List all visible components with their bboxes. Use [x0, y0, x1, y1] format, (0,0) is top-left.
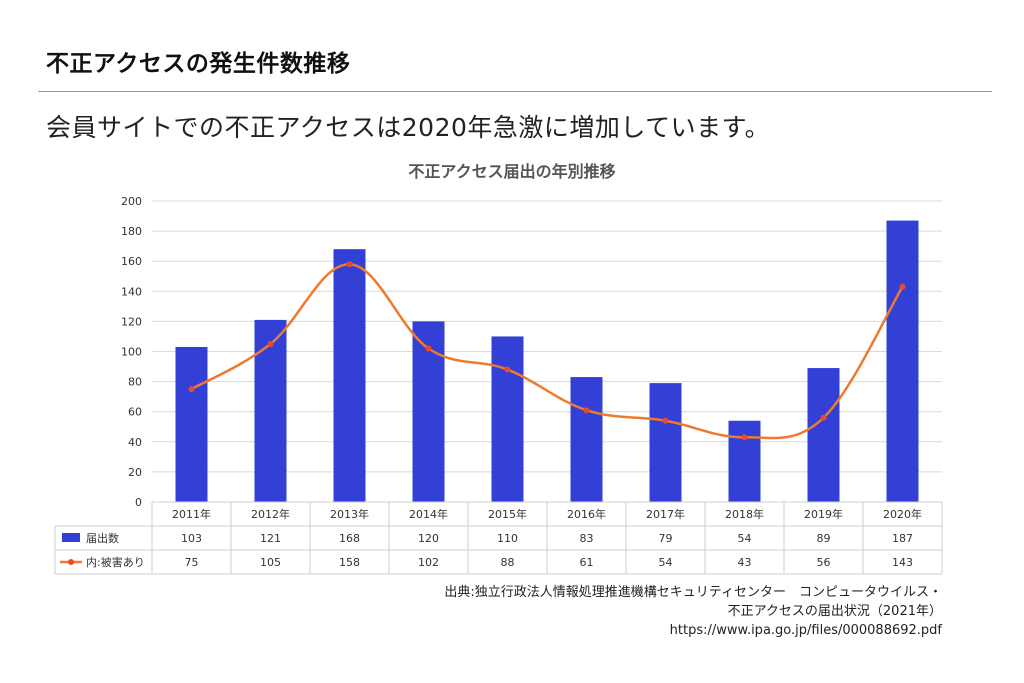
bar [333, 249, 366, 502]
line-point [820, 414, 827, 421]
bar [807, 368, 840, 502]
bar [649, 383, 682, 502]
y-tick-label: 80 [128, 376, 142, 389]
data-label: 88 [501, 556, 515, 569]
data-label: 158 [339, 556, 360, 569]
x-tick-label: 2019年 [804, 507, 843, 521]
data-label: 54 [738, 532, 752, 545]
y-tick-label: 140 [121, 285, 142, 298]
line-point [346, 261, 353, 268]
page-subtitle: 会員サイトでの不正アクセスは2020年急激に増加しています。 [46, 113, 771, 142]
legend-label-line: 内:被害あり [86, 555, 145, 569]
bar [728, 420, 761, 502]
data-label: 143 [892, 556, 913, 569]
data-label: 75 [185, 556, 199, 569]
x-tick-label: 2016年 [567, 507, 606, 521]
data-label: 61 [580, 556, 594, 569]
source-line-1: 出典:独立行政法人情報処理推進機構セキュリティセンター コンピュータウイルス・ [444, 585, 942, 600]
bar [491, 336, 524, 502]
line-point [188, 386, 195, 393]
y-tick-label: 20 [128, 466, 142, 479]
y-tick-label: 40 [128, 436, 142, 449]
legend-key-marker [68, 559, 74, 565]
data-label: 102 [418, 556, 439, 569]
data-label: 121 [260, 532, 281, 545]
x-tick-label: 2012年 [251, 507, 290, 521]
y-tick-label: 160 [121, 255, 142, 268]
bar [412, 321, 445, 502]
data-label: 54 [659, 556, 673, 569]
line-point [583, 407, 590, 414]
title-divider [38, 91, 992, 92]
data-label: 56 [817, 556, 831, 569]
x-tick-label: 2017年 [646, 507, 685, 521]
y-tick-label: 200 [121, 195, 142, 208]
data-label: 187 [892, 532, 913, 545]
x-tick-label: 2015年 [488, 507, 527, 521]
legend-key-bar [62, 533, 80, 542]
bar [570, 377, 603, 502]
source-line-2: 不正アクセスの届出状況（2021年） [727, 604, 942, 619]
data-label: 105 [260, 556, 281, 569]
line-series [190, 262, 904, 440]
data-label: 43 [738, 556, 752, 569]
data-label: 168 [339, 532, 360, 545]
bar [254, 319, 287, 502]
line-point [741, 434, 748, 441]
line-point [662, 417, 669, 424]
data-label: 83 [580, 532, 594, 545]
bar [886, 220, 919, 502]
data-label: 110 [497, 532, 518, 545]
legend-label-bar: 届出数 [86, 531, 119, 545]
line-point [425, 345, 432, 352]
y-tick-label: 60 [128, 406, 142, 419]
x-tick-label: 2020年 [883, 507, 922, 521]
chart-title: 不正アクセス届出の年別推移 [408, 162, 616, 181]
line-point [267, 340, 274, 347]
data-label: 79 [659, 532, 673, 545]
x-tick-label: 2014年 [409, 507, 448, 521]
data-label: 120 [418, 532, 439, 545]
data-label: 89 [817, 532, 831, 545]
x-tick-label: 2018年 [725, 507, 764, 521]
y-tick-label: 120 [121, 315, 142, 328]
page-title: 不正アクセスの発生件数推移 [46, 51, 351, 77]
data-label: 103 [181, 532, 202, 545]
x-tick-label: 2013年 [330, 507, 369, 521]
source-citation: 出典:独立行政法人情報処理推進機構セキュリティセンター コンピュータウイルス・ … [444, 583, 942, 640]
y-tick-label: 180 [121, 225, 142, 238]
y-tick-label: 0 [135, 496, 142, 509]
line-point [504, 366, 511, 373]
y-tick-label: 100 [121, 346, 142, 359]
bar [175, 346, 208, 502]
x-tick-label: 2011年 [172, 507, 211, 521]
source-url[interactable]: https://www.ipa.go.jp/files/000088692.pd… [669, 623, 942, 638]
line-point [899, 283, 906, 290]
